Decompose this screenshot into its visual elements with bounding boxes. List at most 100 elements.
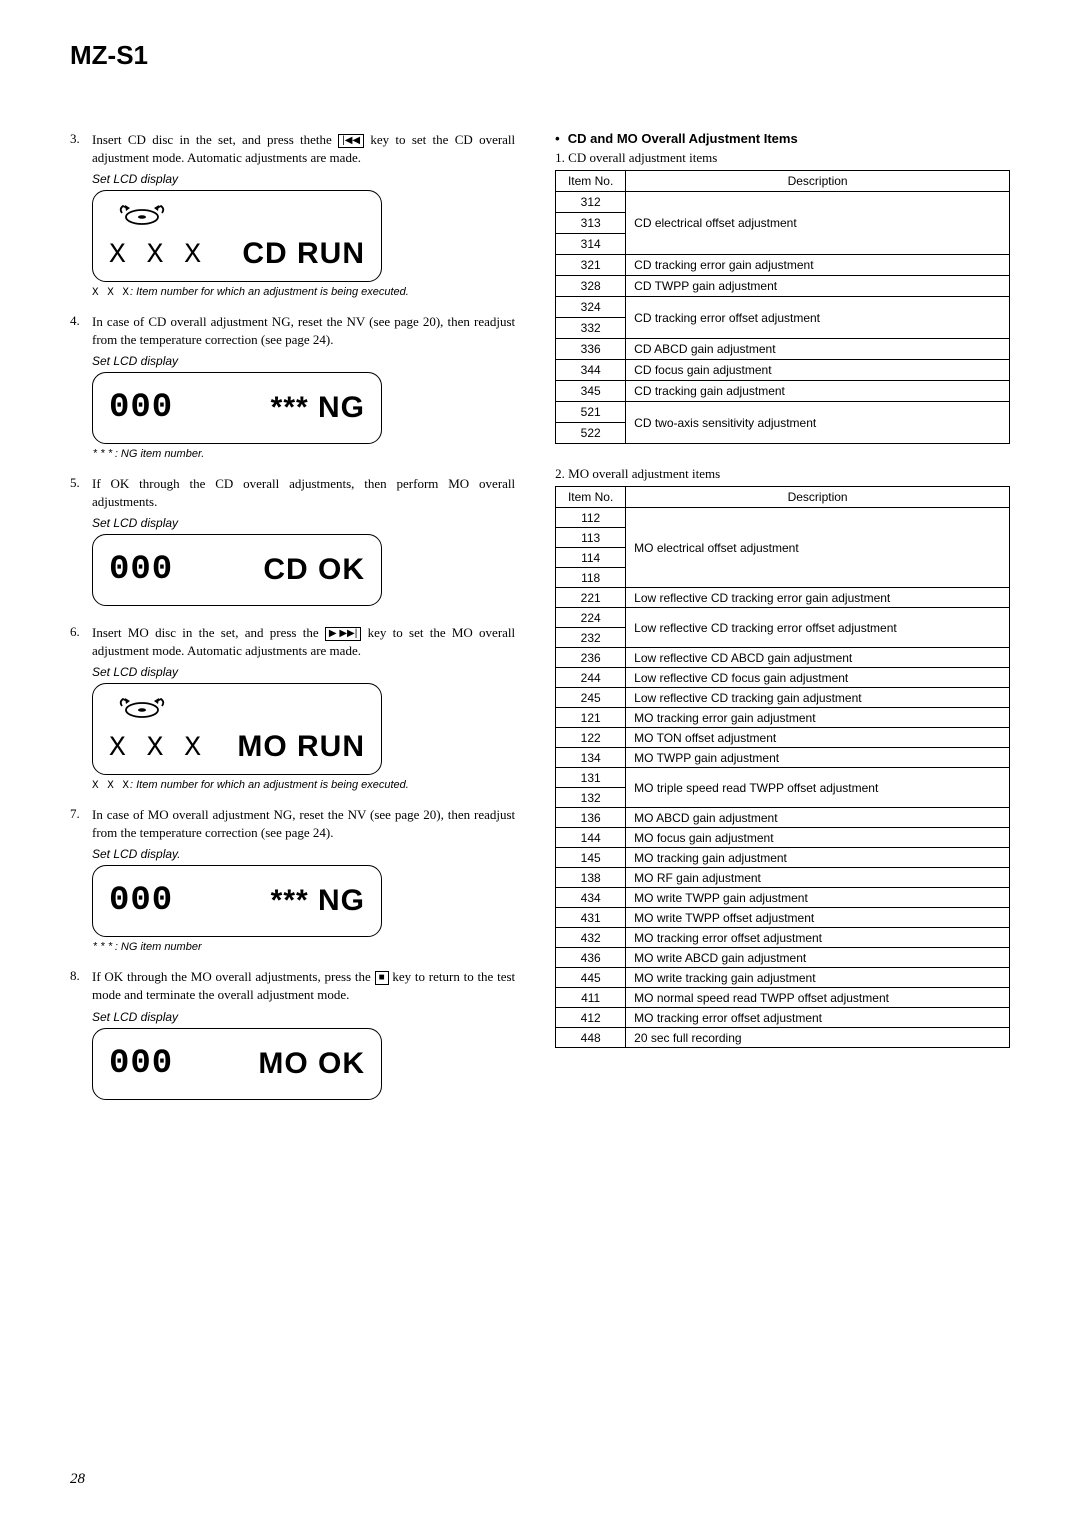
lcd-note: ***: NG item number xyxy=(92,941,515,954)
table-cell: 20 sec full recording xyxy=(626,1028,1010,1048)
procedure-step: 3.Insert CD disc in the set, and press t… xyxy=(70,131,515,166)
table-cell: MO RF gain adjustment xyxy=(626,868,1010,888)
table-cell: 232 xyxy=(556,628,626,648)
table-cell: CD tracking error gain adjustment xyxy=(626,255,1010,276)
table-cell: MO write ABCD gain adjustment xyxy=(626,948,1010,968)
table-cell: 324 xyxy=(556,297,626,318)
lcd-label: Set LCD display xyxy=(92,516,515,530)
table-cell: CD ABCD gain adjustment xyxy=(626,339,1010,360)
table-cell: CD focus gain adjustment xyxy=(626,360,1010,381)
table-cell: 314 xyxy=(556,234,626,255)
lcd-label: Set LCD display xyxy=(92,354,515,368)
mo-adjustment-table: Item No.Description112MO electrical offs… xyxy=(555,486,1010,1048)
table-cell: 112 xyxy=(556,508,626,528)
table-cell: 221 xyxy=(556,588,626,608)
table-cell: Item No. xyxy=(556,171,626,192)
disc-spin-icon xyxy=(115,199,169,233)
table-cell: 328 xyxy=(556,276,626,297)
table-cell: Low reflective CD focus gain adjustment xyxy=(626,668,1010,688)
heading-text: CD and MO Overall Adjustment Items xyxy=(568,131,798,146)
page-number: 28 xyxy=(70,1471,85,1488)
table-cell: Description xyxy=(626,487,1010,508)
disc-spin-icon xyxy=(115,692,169,726)
lcd-right-value: MO RUN xyxy=(237,730,365,764)
table-cell: 244 xyxy=(556,668,626,688)
table-cell: MO normal speed read TWPP offset adjustm… xyxy=(626,988,1010,1008)
lcd-right-value: MO OK xyxy=(258,1047,365,1081)
adjustment-items-heading: • CD and MO Overall Adjustment Items xyxy=(555,131,1010,146)
model-title: MZ-S1 xyxy=(70,40,1010,71)
table-cell: 332 xyxy=(556,318,626,339)
table-cell: MO ABCD gain adjustment xyxy=(626,808,1010,828)
table-cell: MO tracking error offset adjustment xyxy=(626,928,1010,948)
table-cell: 224 xyxy=(556,608,626,628)
table-cell: 144 xyxy=(556,828,626,848)
table-cell: 121 xyxy=(556,708,626,728)
table-cell: 138 xyxy=(556,868,626,888)
table-cell: CD electrical offset adjustment xyxy=(626,192,1010,255)
lcd-display: 000 CD OK xyxy=(92,534,382,606)
table2-caption: 2. MO overall adjustment items xyxy=(555,466,1010,482)
table-cell: Item No. xyxy=(556,487,626,508)
table-cell: 122 xyxy=(556,728,626,748)
bullet-icon: • xyxy=(555,131,560,146)
table-cell: 436 xyxy=(556,948,626,968)
table-cell: 411 xyxy=(556,988,626,1008)
table-cell: 434 xyxy=(556,888,626,908)
table-cell: 113 xyxy=(556,528,626,548)
table-cell: MO tracking error gain adjustment xyxy=(626,708,1010,728)
table-cell: 412 xyxy=(556,1008,626,1028)
table-cell: 118 xyxy=(556,568,626,588)
lcd-left-value: 000 xyxy=(109,389,173,427)
lcd-left-value: 000 xyxy=(109,1045,173,1083)
table-cell: CD tracking error offset adjustment xyxy=(626,297,1010,339)
table-cell: MO triple speed read TWPP offset adjustm… xyxy=(626,768,1010,808)
table-cell: 313 xyxy=(556,213,626,234)
table-cell: Low reflective CD tracking gain adjustme… xyxy=(626,688,1010,708)
table-cell: 136 xyxy=(556,808,626,828)
table-cell: MO TON offset adjustment xyxy=(626,728,1010,748)
lcd-label: Set LCD display xyxy=(92,1010,515,1024)
table-cell: 344 xyxy=(556,360,626,381)
table1-caption: 1. CD overall adjustment items xyxy=(555,150,1010,166)
table-cell: 432 xyxy=(556,928,626,948)
lcd-left-value: X X X xyxy=(109,240,203,271)
table-cell: 131 xyxy=(556,768,626,788)
lcd-display: 000*** NG xyxy=(92,372,382,444)
lcd-label: Set LCD display. xyxy=(92,847,515,861)
two-column-layout: 3.Insert CD disc in the set, and press t… xyxy=(70,131,1010,1118)
lcd-right-value: *** NG xyxy=(271,884,365,918)
procedure-step: 7.In case of MO overall adjustment NG, r… xyxy=(70,806,515,841)
left-column: 3.Insert CD disc in the set, and press t… xyxy=(70,131,515,1118)
table-cell: 312 xyxy=(556,192,626,213)
cd-adjustment-table: Item No.Description312CD electrical offs… xyxy=(555,170,1010,444)
lcd-right-value: CD RUN xyxy=(242,237,365,271)
lcd-note: ***: NG item number. xyxy=(92,448,515,461)
table-cell: Low reflective CD tracking error gain ad… xyxy=(626,588,1010,608)
table-cell: 245 xyxy=(556,688,626,708)
lcd-right-value: CD OK xyxy=(263,553,365,587)
lcd-note: X X X: Item number for which an adjustme… xyxy=(92,286,515,299)
table-cell: 114 xyxy=(556,548,626,568)
table-cell: 522 xyxy=(556,423,626,444)
lcd-note: X X X: Item number for which an adjustme… xyxy=(92,779,515,792)
right-column: • CD and MO Overall Adjustment Items 1. … xyxy=(555,131,1010,1118)
table-cell: Low reflective CD ABCD gain adjustment xyxy=(626,648,1010,668)
table-cell: 445 xyxy=(556,968,626,988)
table-cell: 134 xyxy=(556,748,626,768)
table-cell: CD TWPP gain adjustment xyxy=(626,276,1010,297)
table-cell: Low reflective CD tracking error offset … xyxy=(626,608,1010,648)
table-cell: MO focus gain adjustment xyxy=(626,828,1010,848)
lcd-display: 000 *** NG xyxy=(92,865,382,937)
table-cell: 236 xyxy=(556,648,626,668)
table-cell: MO electrical offset adjustment xyxy=(626,508,1010,588)
table-cell: 321 xyxy=(556,255,626,276)
procedure-step: 4.In case of CD overall adjustment NG, r… xyxy=(70,313,515,348)
table-cell: MO TWPP gain adjustment xyxy=(626,748,1010,768)
table-cell: 132 xyxy=(556,788,626,808)
lcd-left-value: 000 xyxy=(109,882,173,920)
lcd-label: Set LCD display xyxy=(92,172,515,186)
table-cell: CD two-axis sensitivity adjustment xyxy=(626,402,1010,444)
table-cell: MO write TWPP offset adjustment xyxy=(626,908,1010,928)
lcd-left-value: 000 xyxy=(109,551,173,589)
